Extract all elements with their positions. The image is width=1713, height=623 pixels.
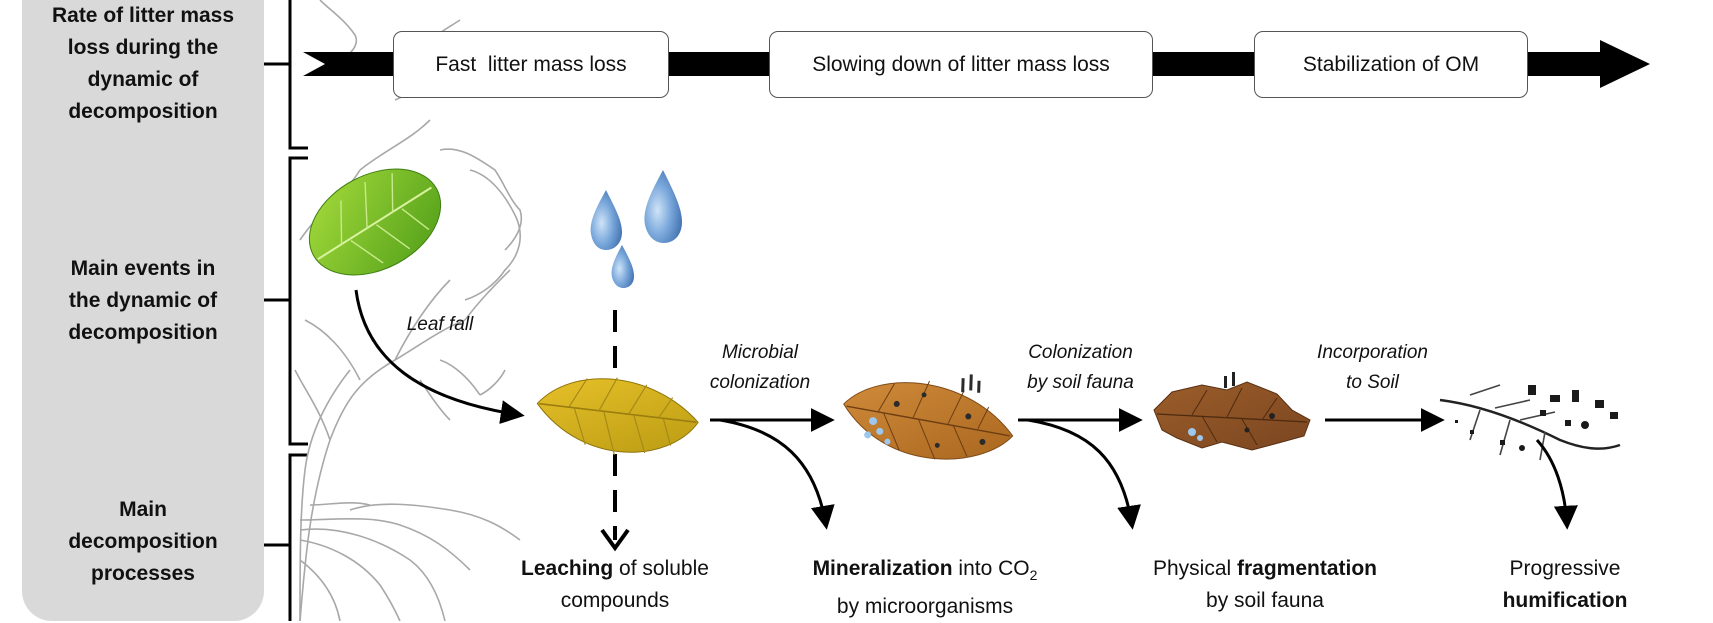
row-label-events: Main events in the dynamic of decompositio… bbox=[68, 257, 218, 344]
tree-outline-icon bbox=[294, 0, 523, 621]
label-leaf-fall: Leaf fall bbox=[406, 314, 474, 335]
row-brackets bbox=[264, 0, 308, 621]
row-label-processes: Main decomposition processes bbox=[68, 498, 218, 585]
stage-slowing-mass-loss: Slowing down of litter mass loss bbox=[769, 31, 1153, 98]
row-label-rate: Rate of litter mass loss during the dynami… bbox=[51, 4, 235, 123]
bracket-events bbox=[288, 156, 308, 446]
water-drops-icon bbox=[590, 170, 682, 288]
label-incorporation-soil: Incorporation to Soil bbox=[1317, 342, 1428, 393]
humus-icon bbox=[1439, 384, 1621, 530]
yellow-leaf-icon bbox=[536, 377, 699, 455]
fragmented-leaf-icon bbox=[1153, 372, 1311, 451]
label-microbial-colonization: Microbial colonization bbox=[709, 342, 811, 393]
row-label-panel bbox=[22, 0, 264, 621]
leaf-fall-arrow bbox=[354, 289, 525, 425]
bracket-processes bbox=[288, 453, 308, 621]
label-colonization-fauna: Colonization by soil fauna bbox=[1027, 342, 1134, 393]
process-fragmentation: Physical fragmentation by soil fauna bbox=[1152, 557, 1378, 612]
bracket-rate bbox=[288, 0, 308, 150]
microbial-arrows bbox=[710, 408, 835, 530]
process-leaching: Leaching of soluble compounds bbox=[521, 557, 709, 612]
process-mineralization: Mineralization into CO2 by microorganism… bbox=[812, 557, 1038, 619]
process-humification: Progressive humification bbox=[1502, 557, 1628, 612]
stage-fast-mass-loss: Fast litter mass loss bbox=[393, 31, 669, 98]
stage-stabilization: Stabilization of OM bbox=[1254, 31, 1528, 98]
fauna-arrows bbox=[1018, 408, 1143, 530]
colonized-leaf-icon bbox=[843, 374, 1014, 460]
fresh-leaf-icon bbox=[308, 168, 442, 276]
